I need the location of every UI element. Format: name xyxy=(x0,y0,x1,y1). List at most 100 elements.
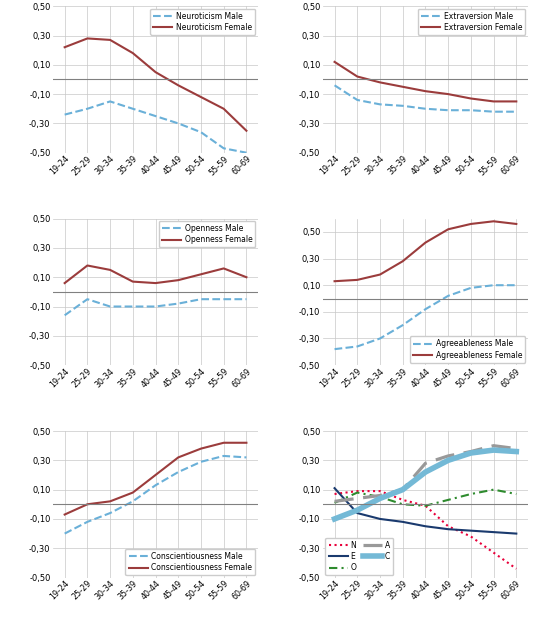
Extraversion Male xyxy=(400,102,406,109)
Neuroticism Male xyxy=(107,97,114,105)
Openness Female xyxy=(130,278,136,285)
Agreeableness Male xyxy=(490,281,497,289)
A xyxy=(377,492,383,499)
Agreeableness Female xyxy=(513,220,520,228)
Neuroticism Male xyxy=(84,105,91,112)
E xyxy=(377,515,383,523)
Agreeableness Female xyxy=(377,271,383,278)
O xyxy=(332,499,338,507)
Extraversion Male xyxy=(490,108,497,116)
E xyxy=(467,527,474,535)
Neuroticism Male xyxy=(198,129,204,136)
Openness Male xyxy=(198,296,204,303)
Neuroticism Female xyxy=(152,68,159,76)
Extraversion Female xyxy=(467,95,474,102)
Neuroticism Female xyxy=(243,127,249,135)
Openness Female xyxy=(175,276,181,284)
C xyxy=(422,468,429,476)
Agreeableness Female xyxy=(445,225,451,233)
Agreeableness Male xyxy=(354,343,360,350)
Extraversion Female xyxy=(400,83,406,91)
Line: N: N xyxy=(335,491,516,569)
Agreeableness Male xyxy=(422,306,429,313)
Neuroticism Female xyxy=(130,49,136,57)
Extraversion Male xyxy=(377,101,383,108)
N xyxy=(354,487,360,495)
Legend: Extraversion Male, Extraversion Female: Extraversion Male, Extraversion Female xyxy=(418,9,526,35)
Neuroticism Male xyxy=(152,112,159,120)
Agreeableness Female xyxy=(332,278,338,285)
O xyxy=(422,502,429,509)
N xyxy=(490,549,497,556)
Openness Female xyxy=(221,265,227,272)
Conscientiousness Male xyxy=(243,454,249,461)
Legend: Conscientiousness Male, Conscientiousness Female: Conscientiousness Male, Conscientiousnes… xyxy=(125,549,255,575)
Openness Male xyxy=(130,303,136,310)
Agreeableness Male xyxy=(513,281,520,289)
Openness Male xyxy=(221,296,227,303)
Line: Neuroticism Female: Neuroticism Female xyxy=(64,39,246,131)
E xyxy=(422,522,429,530)
Line: A: A xyxy=(335,446,516,501)
Conscientiousness Male xyxy=(221,452,227,460)
Extraversion Male xyxy=(332,81,338,89)
E xyxy=(354,509,360,517)
Openness Female xyxy=(243,273,249,281)
O xyxy=(354,489,360,496)
Openness Female xyxy=(152,279,159,287)
Neuroticism Male xyxy=(61,111,68,119)
Neuroticism Male xyxy=(221,145,227,152)
Neuroticism Female xyxy=(107,36,114,43)
Neuroticism Male xyxy=(130,105,136,112)
N xyxy=(377,487,383,495)
C xyxy=(490,446,497,454)
Extraversion Female xyxy=(445,91,451,98)
Agreeableness Female xyxy=(422,239,429,247)
N xyxy=(445,522,451,530)
Line: Neuroticism Male: Neuroticism Male xyxy=(64,101,246,153)
Line: Openness Male: Openness Male xyxy=(64,299,246,315)
Openness Male xyxy=(84,296,91,303)
C xyxy=(467,449,474,456)
Conscientiousness Male xyxy=(198,458,204,466)
Conscientiousness Female xyxy=(152,471,159,479)
Conscientiousness Male xyxy=(175,468,181,476)
Line: E: E xyxy=(335,488,516,533)
Extraversion Female xyxy=(490,97,497,105)
A xyxy=(513,445,520,452)
Conscientiousness Male xyxy=(61,530,68,537)
Openness Female xyxy=(198,271,204,278)
E xyxy=(400,518,406,525)
A xyxy=(400,486,406,493)
A xyxy=(467,448,474,455)
Extraversion Female xyxy=(422,88,429,95)
Agreeableness Male xyxy=(467,284,474,292)
C xyxy=(400,486,406,493)
Agreeableness Male xyxy=(400,322,406,329)
Extraversion Male xyxy=(422,105,429,112)
C xyxy=(445,456,451,464)
Line: Extraversion Female: Extraversion Female xyxy=(335,62,516,101)
Conscientiousness Female xyxy=(61,511,68,519)
C xyxy=(377,495,383,502)
Openness Female xyxy=(107,266,114,274)
Agreeableness Female xyxy=(490,217,497,225)
Extraversion Female xyxy=(513,97,520,105)
Line: Conscientiousness Female: Conscientiousness Female xyxy=(64,443,246,515)
Conscientiousness Male xyxy=(107,509,114,517)
O xyxy=(400,501,406,508)
Neuroticism Male xyxy=(243,149,249,156)
A xyxy=(332,497,338,505)
O xyxy=(377,493,383,501)
O xyxy=(445,496,451,504)
Line: Conscientiousness Male: Conscientiousness Male xyxy=(64,456,246,533)
Agreeableness Female xyxy=(467,220,474,228)
Openness Male xyxy=(243,296,249,303)
Legend: Agreeableness Male, Agreeableness Female: Agreeableness Male, Agreeableness Female xyxy=(410,337,526,363)
Neuroticism Female xyxy=(198,93,204,101)
Openness Male xyxy=(61,312,68,319)
Extraversion Male xyxy=(445,106,451,114)
Extraversion Female xyxy=(377,79,383,86)
Line: O: O xyxy=(335,489,516,505)
C xyxy=(513,448,520,455)
